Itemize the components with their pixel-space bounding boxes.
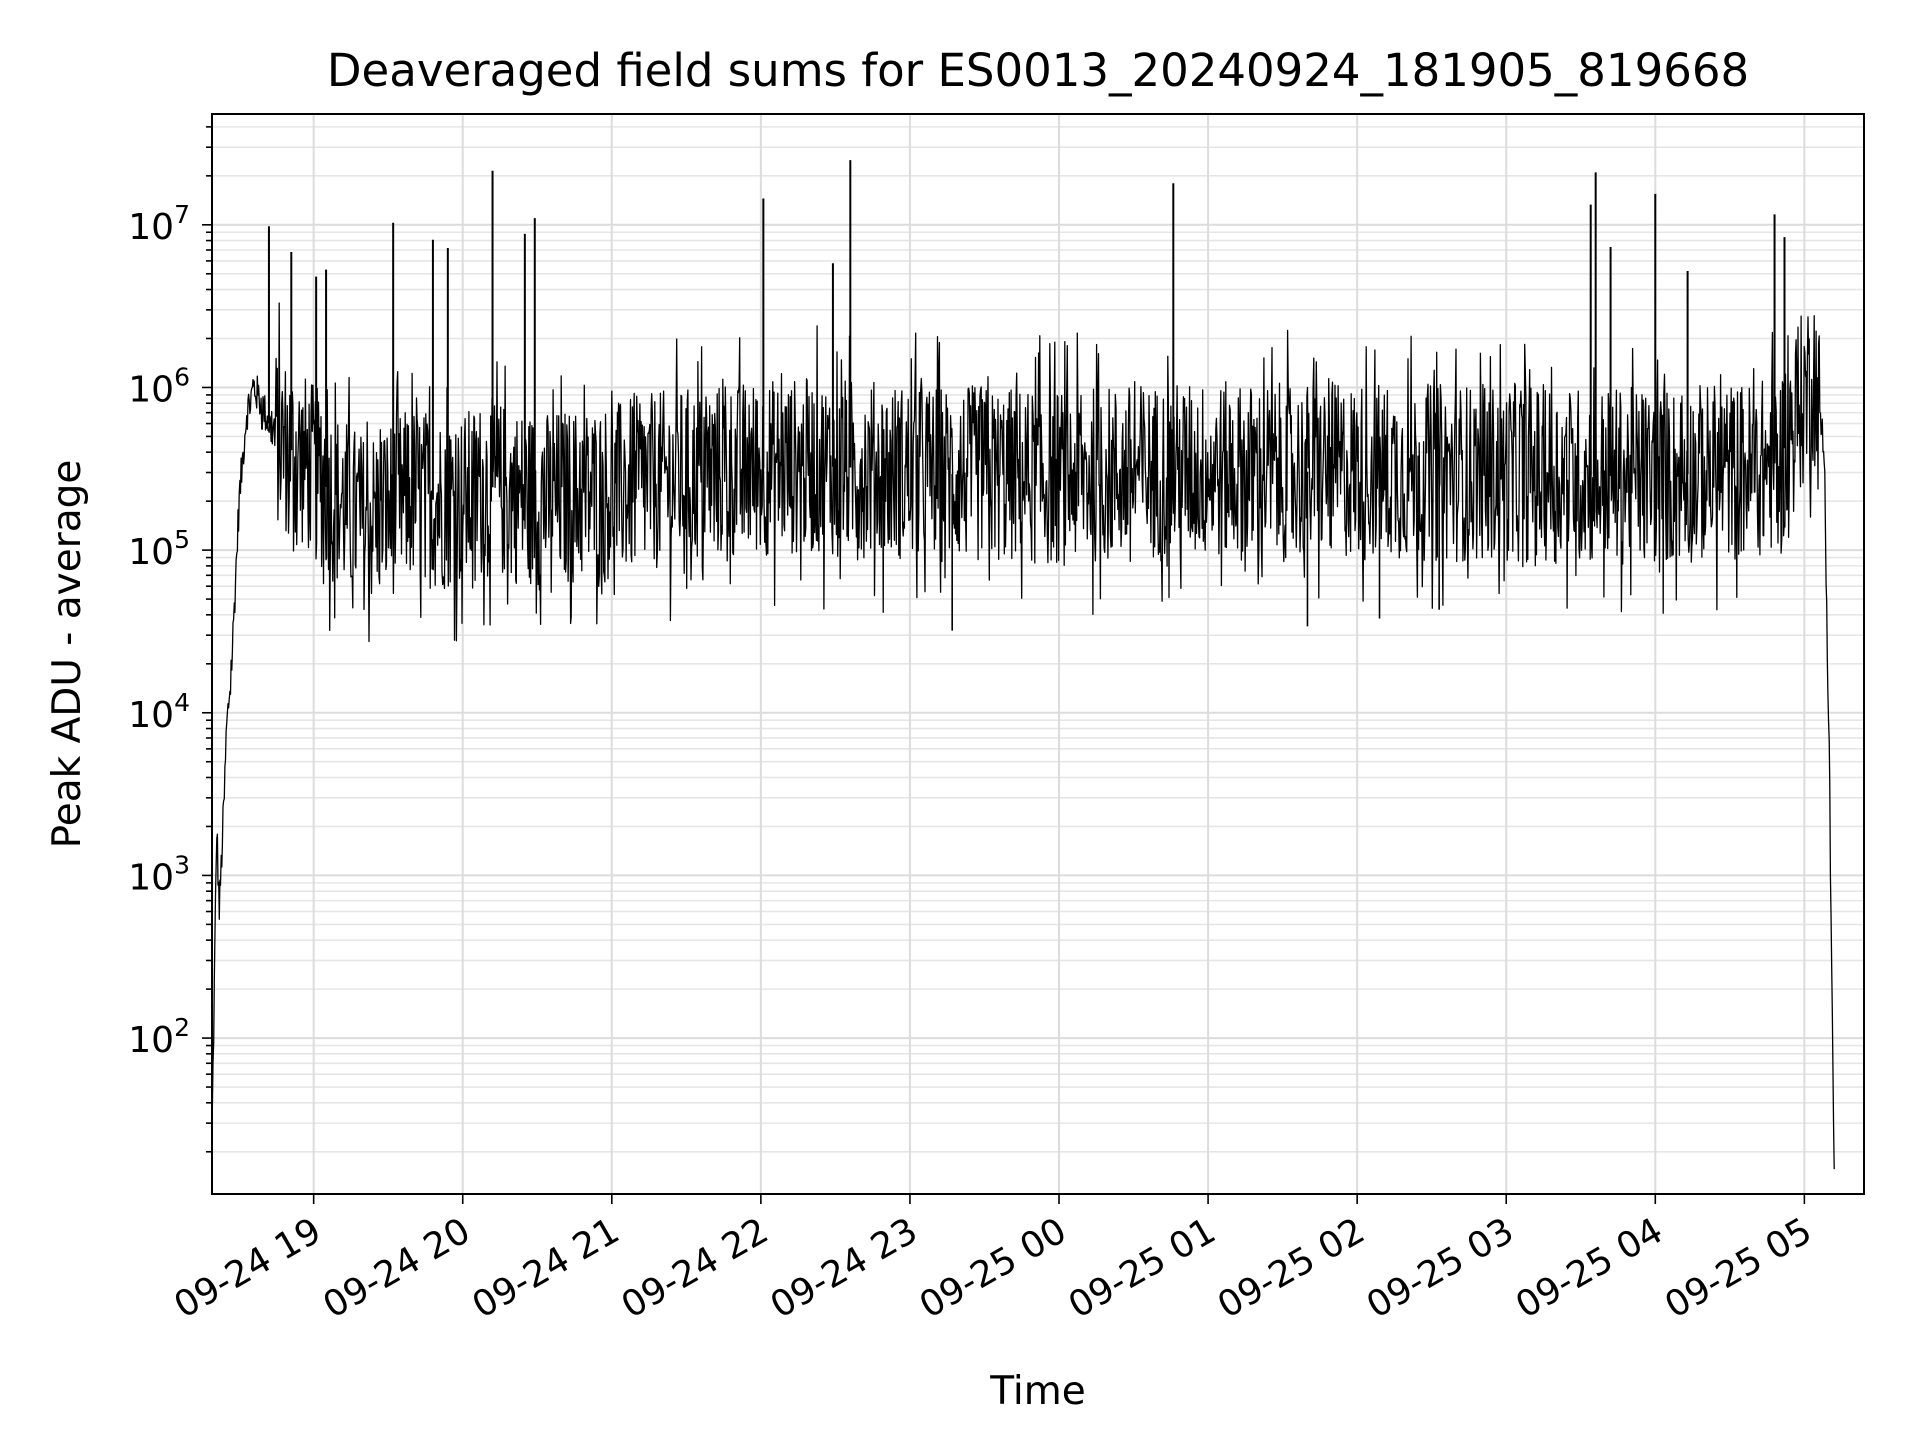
grid: [212, 114, 1864, 1194]
plot-area: [211, 160, 1835, 1170]
plot-frame: [211, 113, 1865, 1195]
y-tick-label: 105: [128, 525, 190, 573]
x-axis-label: Time: [989, 1369, 1085, 1414]
y-tick-label: 103: [128, 850, 190, 898]
chart-title: Deaveraged field sums for ES0013_2024092…: [327, 44, 1749, 97]
series-line: [211, 302, 1835, 1170]
y-axis-label: Peak ADU - average: [45, 460, 90, 849]
y-tick-label: 107: [128, 200, 190, 248]
y-tick-label: 106: [128, 362, 190, 410]
y-tick-label: 104: [128, 688, 190, 736]
y-tick-label: 102: [128, 1013, 190, 1061]
